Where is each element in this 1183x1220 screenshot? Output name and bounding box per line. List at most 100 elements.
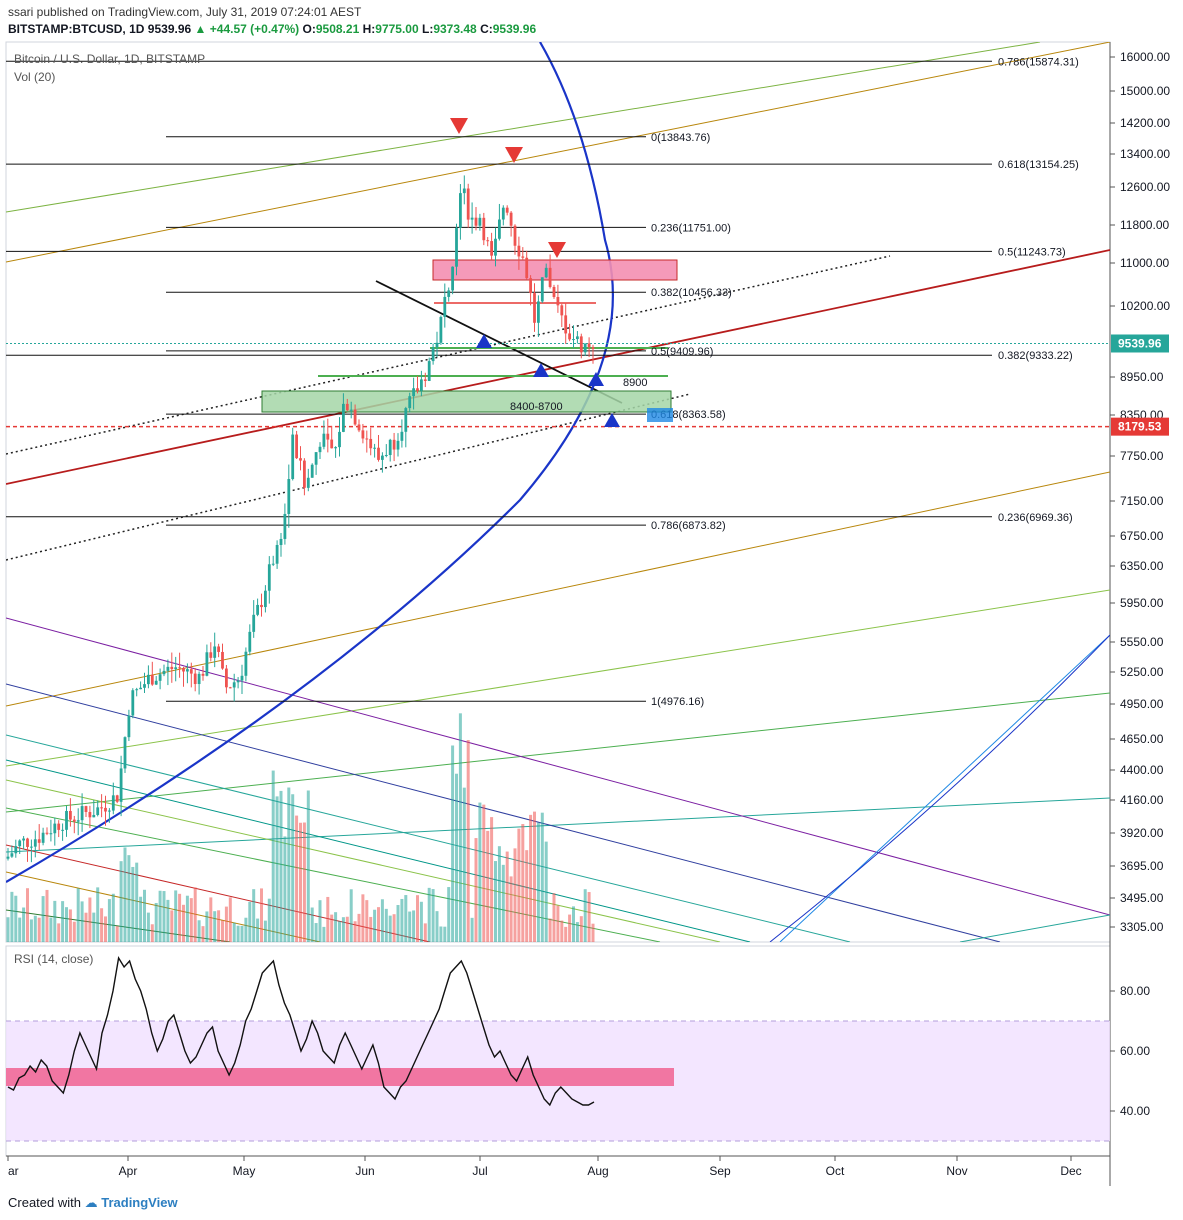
main-series-legend[interactable]: Bitcoin / U.S. Dollar, 1D, BITSTAMP xyxy=(14,52,206,66)
buy-signal-triangle-icon[interactable] xyxy=(588,372,604,386)
candle-body xyxy=(22,838,25,841)
candle-body xyxy=(587,343,591,348)
candle-body xyxy=(18,840,22,847)
volume-bar xyxy=(474,838,478,942)
volume-bar xyxy=(505,851,509,942)
candle-body xyxy=(143,684,146,688)
open-value: 9508.21 xyxy=(315,22,360,36)
candle-body xyxy=(96,807,100,815)
channel-lower-dotted xyxy=(6,393,691,561)
candle-body xyxy=(72,819,76,822)
volume-bar xyxy=(556,905,560,942)
candle-body xyxy=(264,590,267,608)
buy-signal-triangle-icon[interactable] xyxy=(604,413,620,427)
candle-body xyxy=(127,715,131,738)
volume-bar xyxy=(193,887,197,942)
candle-body xyxy=(314,452,318,465)
candle-body xyxy=(478,217,482,226)
price-tick-label: 4950.00 xyxy=(1120,697,1164,711)
volume-bar xyxy=(14,895,18,942)
price-tick-label: 13400.00 xyxy=(1120,147,1170,161)
candle-body xyxy=(342,403,345,432)
current-price-tag: 9539.96 xyxy=(1118,336,1162,350)
candle-body xyxy=(474,217,478,226)
candle-body xyxy=(306,477,310,488)
time-tick-label: Jul xyxy=(472,1164,487,1178)
candle-body xyxy=(119,768,123,802)
volume-bar xyxy=(392,914,396,942)
candle-body xyxy=(576,336,579,340)
time-tick-label: Apr xyxy=(119,1164,138,1178)
volume-bar xyxy=(501,864,505,942)
sell-signal-triangle-icon[interactable] xyxy=(450,118,468,134)
candle-body xyxy=(267,564,271,591)
volume-bar xyxy=(486,830,490,942)
volume-bar xyxy=(291,794,295,942)
candle-body xyxy=(65,810,68,830)
candle-body xyxy=(193,673,197,685)
sell-signal-triangle-icon[interactable] xyxy=(548,242,566,258)
volume-bar xyxy=(572,906,575,942)
fib-level-label: 0.382(9333.22) xyxy=(998,350,1073,362)
volume-bar xyxy=(462,787,466,942)
buy-signal-triangle-icon[interactable] xyxy=(476,334,492,348)
rsi-legend[interactable]: RSI (14, close) xyxy=(14,952,94,966)
candle-body xyxy=(61,829,64,831)
volume-bar xyxy=(96,887,100,942)
tradingview-brand[interactable]: TradingView xyxy=(101,1195,178,1210)
trend-line-red xyxy=(6,249,1110,485)
fib-level-label: 0.5(9409.96) xyxy=(651,346,713,358)
candle-body xyxy=(373,447,376,449)
candle-body xyxy=(240,675,244,681)
trend-line-black xyxy=(375,280,623,404)
volume-bar xyxy=(146,912,150,942)
candle-body xyxy=(459,193,462,228)
volume-bar xyxy=(244,917,248,942)
buy-signal-triangle-icon[interactable] xyxy=(533,363,549,377)
candle-body xyxy=(462,188,466,194)
volume-bar xyxy=(41,896,45,942)
volume-bar xyxy=(447,887,451,942)
price-tick-label: 5250.00 xyxy=(1120,665,1164,679)
symbol-name[interactable]: BITSTAMP:BTCUSD, 1D xyxy=(8,22,145,36)
candle-body xyxy=(486,240,490,242)
candle-body xyxy=(186,669,189,672)
price-tick-label: 10200.00 xyxy=(1120,299,1170,313)
candle-body xyxy=(158,674,162,681)
fib-level-label: 0.618(13154.25) xyxy=(998,159,1079,171)
chart-canvas[interactable]: 16000.00 15000.00 14200.00 13400.00 12600.00… xyxy=(0,0,1183,1190)
fib-highlight xyxy=(647,408,673,422)
rsi-tick-label: 40.00 xyxy=(1120,1104,1150,1118)
volume-bar xyxy=(33,915,37,942)
price-tick-label: 11000.00 xyxy=(1120,256,1169,270)
candle-body xyxy=(287,479,291,514)
trend-fan-line xyxy=(6,759,751,942)
rsi-line xyxy=(7,956,595,1107)
volume-bar xyxy=(455,773,458,942)
volume-bar xyxy=(310,907,314,942)
volume-bar xyxy=(365,900,369,942)
main-price-pane[interactable] xyxy=(6,42,1110,942)
volume-bar xyxy=(482,804,486,942)
candle-body xyxy=(490,241,493,256)
volume-bar xyxy=(587,892,591,942)
candle-body xyxy=(299,458,302,461)
rsi-pane[interactable] xyxy=(6,956,1110,1142)
volume-bar xyxy=(37,917,41,942)
candle-body xyxy=(525,257,529,279)
candle-body xyxy=(33,839,37,847)
volume-bar xyxy=(45,889,49,942)
price-tick-label: 3305.00 xyxy=(1120,920,1164,934)
price-tick-label: 7150.00 xyxy=(1120,494,1164,508)
support-zone xyxy=(261,390,672,413)
candle-body xyxy=(84,806,88,812)
volume-bar xyxy=(26,888,29,942)
candle-body xyxy=(225,668,228,688)
high-label: H: xyxy=(362,22,376,36)
sell-signal-triangle-icon[interactable] xyxy=(505,147,523,163)
volume-legend[interactable]: Vol (20) xyxy=(14,70,56,84)
annotation-label: 8400-8700 xyxy=(510,401,563,413)
volume-bar xyxy=(548,918,552,942)
candle-body xyxy=(451,266,454,291)
trend-fan-line xyxy=(6,42,1041,213)
